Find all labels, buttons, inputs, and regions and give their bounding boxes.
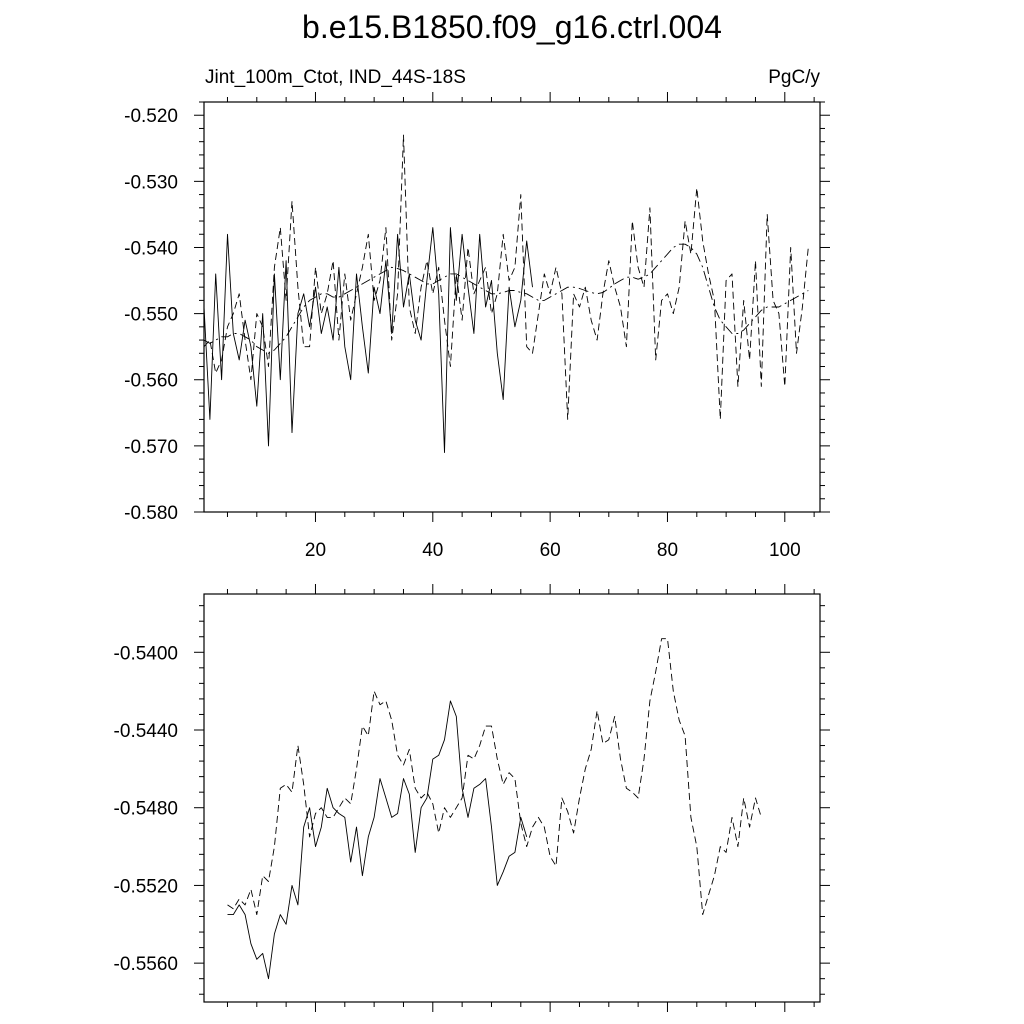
variable-region-label: Jint_100m_Ctot, IND_44S-18S (205, 67, 466, 88)
top-panel: 20 40 60 80 100 -0.520 -0.530 -0.540 -0.550 -0.56… (124, 92, 830, 561)
y-tick-label: -0.5400 (114, 643, 178, 664)
series-line-solid (203, 227, 533, 453)
y-tick-label: -0.520 (124, 106, 178, 127)
y-tick-label: -0.5480 (114, 799, 178, 820)
series-line-dashed (203, 134, 809, 420)
y-tick-label: -0.540 (124, 238, 178, 259)
x-tick-label: 60 (540, 540, 561, 561)
y-tick-label: -0.5440 (114, 721, 178, 742)
chart-title: b.e15.B1850.f09_g16.ctrl.004 (302, 9, 722, 45)
units-label: PgC/y (768, 67, 820, 88)
x-tick-label: 80 (657, 540, 678, 561)
series-line-dashed (227, 638, 762, 916)
plot-frame (203, 593, 821, 1003)
y-tick-label: -0.5560 (114, 954, 178, 975)
y-tick-label: -0.570 (124, 437, 178, 458)
y-tick-label: -0.5520 (114, 876, 178, 897)
y-tick-label: -0.530 (124, 172, 178, 193)
y-tick-label: -0.560 (124, 371, 178, 392)
series-line-solid (227, 700, 528, 980)
bottom-panel: -0.5400 -0.5440 -0.5480 -0.5520 -0.5560 (114, 584, 830, 1012)
series-line-dash-dot (203, 243, 809, 354)
x-tick-label: 20 (305, 540, 326, 561)
y-tick-label: -0.580 (124, 503, 178, 524)
x-tick-label: 100 (769, 540, 801, 561)
x-tick-label: 40 (422, 540, 443, 561)
y-tick-label: -0.550 (124, 305, 178, 326)
